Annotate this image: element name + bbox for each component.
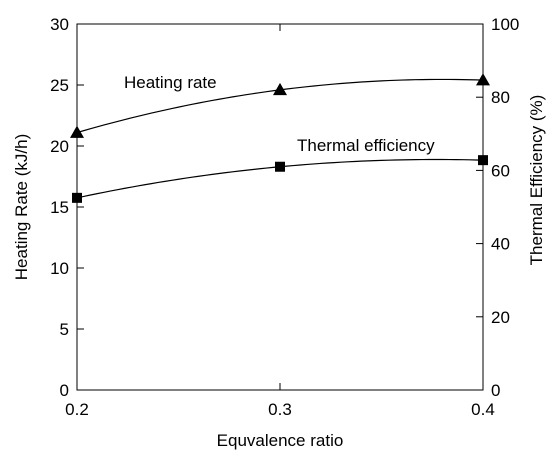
series-layer bbox=[70, 73, 490, 203]
thermal-efficiency-point bbox=[275, 161, 285, 172]
y-right-tick-label: 0 bbox=[491, 381, 500, 400]
heating-rate-point bbox=[273, 82, 287, 96]
y-right-axis-label: Thermal Efficiency (%) bbox=[527, 95, 546, 266]
heating-rate-point bbox=[70, 125, 84, 138]
y-left-tick-label: 10 bbox=[50, 259, 69, 278]
x-tick-label: 0.4 bbox=[471, 400, 495, 419]
y-left-tick-label: 25 bbox=[50, 76, 69, 95]
x-axis-label: Equvalence ratio bbox=[217, 431, 344, 450]
y-right-axis-ticks: 0 20 40 60 80 100 bbox=[476, 15, 519, 400]
thermal-efficiency-annotation: Thermal efficiency bbox=[297, 136, 435, 155]
y-right-tick-label: 60 bbox=[491, 161, 510, 180]
x-tick-label: 0.2 bbox=[65, 400, 89, 419]
y-left-tick-label: 0 bbox=[60, 381, 69, 400]
y-right-tick-label: 40 bbox=[491, 235, 510, 254]
y-left-axis-ticks: 0 5 10 15 20 25 30 bbox=[50, 15, 84, 400]
thermal-efficiency-point bbox=[72, 192, 82, 203]
heating-rate-annotation: Heating rate bbox=[124, 73, 217, 92]
thermal-efficiency-point bbox=[478, 155, 488, 166]
y-right-tick-label: 100 bbox=[491, 15, 519, 34]
y-left-tick-label: 30 bbox=[50, 15, 69, 34]
y-left-axis-label: Heating Rate (kJ/h) bbox=[12, 134, 31, 280]
y-left-tick-label: 15 bbox=[50, 198, 69, 217]
y-left-tick-label: 20 bbox=[50, 137, 69, 156]
y-right-tick-label: 80 bbox=[491, 88, 510, 107]
y-right-tick-label: 20 bbox=[491, 308, 510, 327]
x-tick-label: 0.3 bbox=[268, 400, 292, 419]
x-axis-ticks: 0.2 0.3 0.4 bbox=[65, 24, 495, 419]
y-left-tick-label: 5 bbox=[60, 320, 69, 339]
heating-rate-point bbox=[476, 73, 490, 86]
